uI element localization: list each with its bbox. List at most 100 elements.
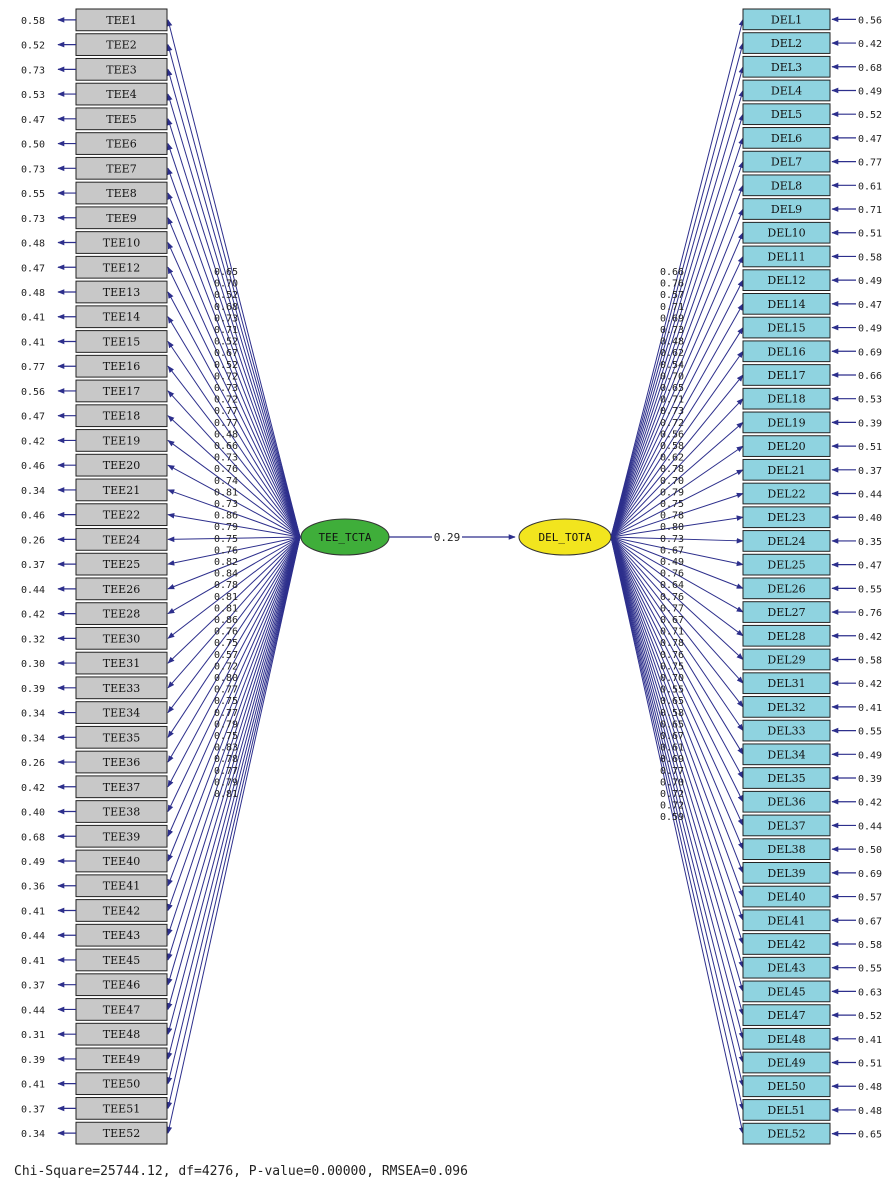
del-loading-path (610, 232, 744, 538)
del-error-variance: 0.48 (858, 1106, 882, 1117)
tee-loading-value: 0.86 (214, 511, 238, 522)
del-indicator-box (742, 482, 831, 505)
tee-loading-value: 0.77 (214, 418, 238, 429)
del-error-variance: 0.55 (858, 727, 882, 738)
tee-loading-path (167, 536, 301, 689)
tee-loading-value: 0.70 (214, 279, 238, 290)
del-indicator-box (742, 293, 831, 315)
del-loading-value: 0.73 (660, 406, 684, 417)
tee-loading-path (167, 536, 301, 813)
del-indicator-label: DEL8 (771, 179, 802, 192)
del-indicator-label: DEL1 (771, 13, 802, 26)
del-loading-path (610, 66, 744, 538)
tee-loading-path (167, 536, 301, 639)
tee-loading-value: 0.71 (214, 325, 238, 336)
tee-error-variance: 0.44 (21, 1005, 45, 1016)
tee-error-variance: 0.40 (21, 808, 45, 819)
del-loading-value: 0.61 (660, 743, 684, 754)
tee-indicator-label: TEE43 (103, 929, 140, 942)
del-indicator-box (742, 435, 831, 457)
del-indicator-label: DEL21 (767, 464, 805, 477)
del-loading-path (610, 536, 744, 708)
tee-indicator-label: TEE30 (103, 632, 140, 645)
tee-error-variance: 0.46 (21, 511, 45, 522)
tee-indicator-label: TEE7 (106, 162, 136, 175)
del-indicator-box (742, 767, 831, 789)
tee-error-variance: 0.39 (21, 1055, 45, 1066)
tee-error-variance: 0.73 (21, 65, 45, 76)
tee-loading-value: 0.52 (214, 290, 238, 301)
del-loading-value: 0.72 (660, 789, 684, 800)
tee-loading-path (167, 415, 301, 538)
tee-loading-value: 0.72 (214, 661, 238, 672)
tee-indicator-label: TEE13 (103, 286, 140, 299)
tee-indicator-label: TEE6 (106, 138, 136, 151)
tee-error-variance: 0.73 (21, 164, 45, 175)
del-loading-path (610, 515, 744, 538)
del-error-variance: 0.50 (858, 845, 882, 856)
tee-loading-value: 0.83 (214, 743, 238, 754)
del-loading-path (610, 89, 744, 538)
tee-indicator-label: TEE20 (103, 459, 140, 472)
del-loading-value: 0.71 (660, 395, 684, 406)
tee-loading-path (166, 536, 301, 1011)
del-loading-value: 0.48 (660, 337, 684, 348)
tee-indicator-label: TEE25 (103, 558, 140, 571)
del-loading-path (610, 536, 745, 1135)
del-indicator-label: DEL50 (767, 1080, 805, 1093)
del-loading-value: 0.78 (660, 511, 684, 522)
tee-error-variance: 0.37 (21, 560, 45, 571)
del-error-variance: 0.57 (858, 893, 882, 904)
del-indicator-box (742, 79, 831, 102)
del-loading-value: 0.70 (660, 673, 684, 684)
tee-loading-value: 0.52 (214, 360, 238, 371)
tee-loading-value: 0.75 (214, 696, 238, 707)
del-error-variance: 0.51 (858, 1059, 882, 1070)
del-loading-value: 0.76 (660, 592, 684, 603)
del-error-variance: 0.63 (858, 987, 882, 998)
tee-loading-value: 0.76 (214, 464, 238, 475)
del-loading-path (610, 137, 744, 538)
del-indicator-label: DEL23 (767, 511, 805, 524)
tee-indicator-label: TEE21 (103, 484, 140, 497)
del-indicator-box (742, 814, 831, 837)
del-loading-path (610, 536, 745, 1016)
tee-loading-path (166, 536, 301, 1060)
del-indicator-label: DEL19 (767, 416, 805, 429)
tee-loading-path (167, 536, 301, 714)
tee-error-variance: 0.50 (21, 140, 45, 151)
del-indicator-box (742, 933, 831, 955)
del-indicator-box (742, 1051, 831, 1074)
del-indicator-label: DEL28 (767, 630, 805, 643)
del-loading-value: 0.75 (660, 499, 684, 510)
tee-error-variance: 0.41 (21, 313, 45, 324)
del-loading-value: 0.75 (660, 661, 684, 672)
tee-loading-path (167, 536, 301, 543)
tee-indicator-label: TEE18 (103, 410, 140, 423)
del-indicator-box (742, 838, 831, 861)
del-indicator-label: DEL36 (767, 796, 805, 809)
del-loading-value: 0.65 (660, 383, 684, 394)
del-error-variance: 0.39 (858, 418, 882, 429)
del-loading-value: 0.65 (660, 696, 684, 707)
tee-loading-path (167, 142, 301, 538)
del-indicator-label: DEL43 (767, 962, 805, 975)
del-indicator-label: DEL12 (767, 274, 805, 287)
del-loading-value: 0.78 (660, 464, 684, 475)
del-loading-path (610, 536, 744, 779)
tee-error-variance: 0.68 (21, 832, 45, 843)
del-error-variance: 0.56 (858, 15, 882, 26)
del-loading-path (610, 536, 744, 945)
tee-error-variance: 0.58 (21, 16, 45, 27)
tee-error-variance: 0.34 (21, 709, 45, 720)
del-indicator-label: DEL6 (771, 132, 802, 145)
del-error-variance: 0.53 (858, 395, 882, 406)
del-indicator-label: DEL4 (771, 84, 802, 97)
del-error-variance: 0.49 (858, 324, 882, 335)
fit-statistics: Chi-Square=25744.12, df=4276, P-value=0.… (14, 1164, 468, 1179)
tee-indicator-label: TEE50 (103, 1078, 140, 1091)
del-indicator-box (742, 245, 831, 268)
del-loading-value: 0.59 (660, 812, 684, 823)
del-error-variance: 0.52 (858, 1011, 882, 1022)
del-error-variance: 0.42 (858, 798, 882, 809)
